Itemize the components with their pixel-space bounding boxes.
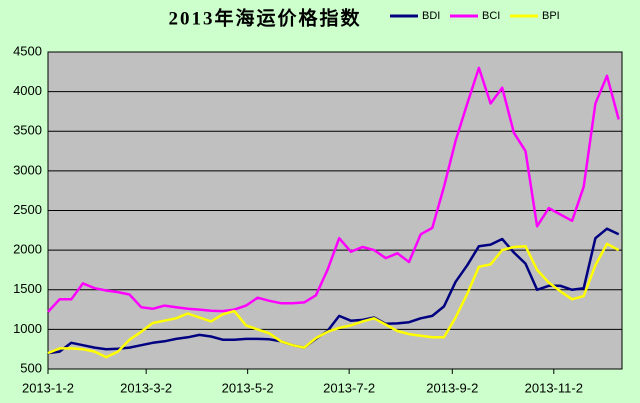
x-tick-label: 2013-3-2 <box>120 380 172 395</box>
y-tick-label: 1500 <box>13 281 42 296</box>
legend-label: BPI <box>542 10 560 22</box>
x-tick-label: 2013-1-2 <box>22 380 74 395</box>
series-line <box>47 66 620 313</box>
x-tick-label: 2013-9-2 <box>426 380 478 395</box>
y-tick-label: 1000 <box>13 321 42 336</box>
y-tick-label: 2500 <box>13 202 42 217</box>
y-tick-label: 4500 <box>13 43 42 58</box>
x-tick-label: 2013-5-2 <box>222 380 274 395</box>
chart-title: 2013年海运价格指数 <box>168 6 361 29</box>
x-tick-label: 2013-7-2 <box>323 380 375 395</box>
legend-label: BCI <box>482 10 500 22</box>
y-tick-label: 3000 <box>13 162 42 177</box>
y-tick-label: 500 <box>20 360 42 375</box>
y-tick-label: 2000 <box>13 242 42 257</box>
x-tick-label: 2013-11-2 <box>525 380 583 395</box>
y-tick-label: 4000 <box>13 83 42 98</box>
series-line <box>47 227 620 355</box>
legend-label: BDI <box>422 10 440 22</box>
y-tick-label: 3500 <box>13 123 42 138</box>
series-line <box>47 242 620 359</box>
